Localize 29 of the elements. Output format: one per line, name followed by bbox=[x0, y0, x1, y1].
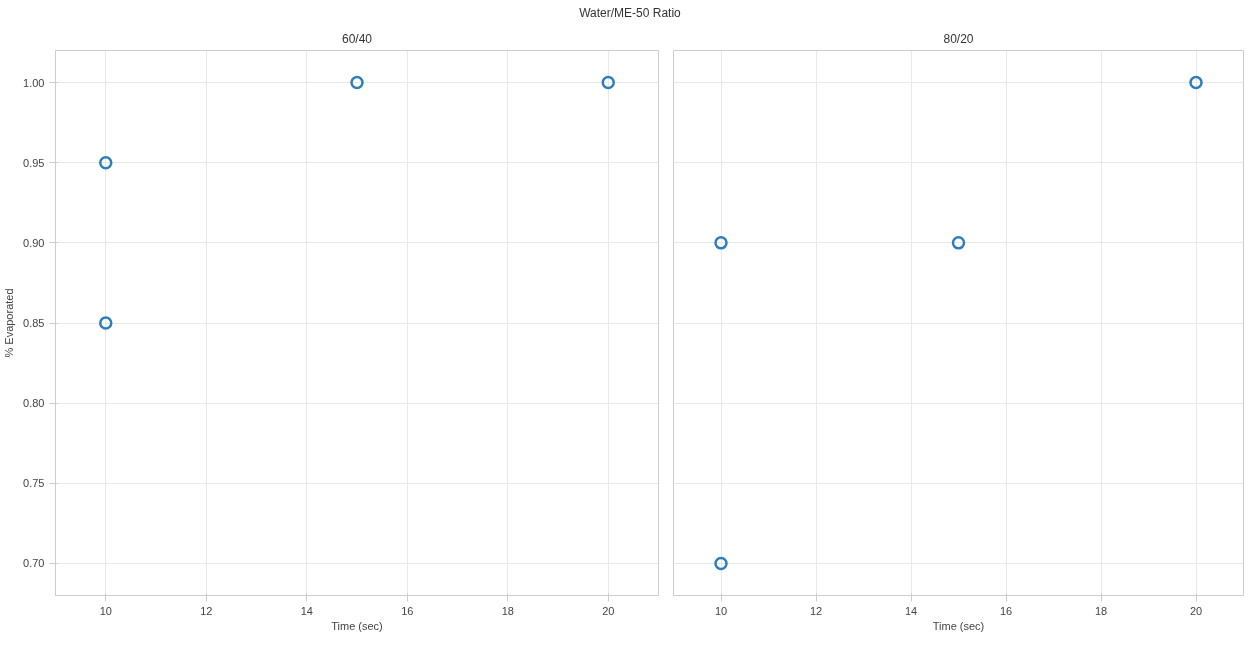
x-axis-title: Time (sec) bbox=[331, 619, 383, 632]
x-tick-label: 12 bbox=[200, 604, 213, 617]
x-tick-label: 18 bbox=[1094, 604, 1108, 617]
point bbox=[99, 316, 113, 330]
x-tick-label: 20 bbox=[1189, 604, 1203, 617]
chart-title: 80/20 bbox=[943, 31, 974, 46]
x-axis-title: Time (sec) bbox=[932, 619, 985, 632]
x-tick-label: 16 bbox=[401, 604, 414, 617]
x-tick-label: 12 bbox=[809, 604, 823, 617]
y-tick-label: 0.95 bbox=[23, 156, 45, 169]
point bbox=[99, 155, 113, 170]
point bbox=[601, 75, 615, 90]
x-tick-label: 14 bbox=[904, 604, 918, 617]
x-tick-label: 20 bbox=[602, 604, 615, 617]
x-tick-label: 18 bbox=[501, 604, 514, 617]
y-tick-label: 0.75 bbox=[23, 477, 45, 490]
x-tick-label: 16 bbox=[999, 604, 1013, 617]
chart-title: 60/40 bbox=[341, 31, 373, 46]
x-tick-label: 10 bbox=[714, 604, 728, 617]
y-tick-label: 0.85 bbox=[23, 317, 45, 329]
y-tick-label: 1.00 bbox=[23, 76, 45, 89]
y-tick-label: 0.90 bbox=[23, 236, 45, 249]
text: Water/ME-50 Ratio bbox=[579, 5, 681, 22]
x-tick-label: 10 bbox=[99, 604, 112, 617]
y-tick-label: 0.70 bbox=[23, 557, 45, 570]
y-tick-label: 0.80 bbox=[23, 397, 45, 410]
x-tick-label: 14 bbox=[300, 604, 313, 617]
y-axis-title: % Evaporated bbox=[3, 288, 16, 358]
point bbox=[350, 75, 364, 90]
